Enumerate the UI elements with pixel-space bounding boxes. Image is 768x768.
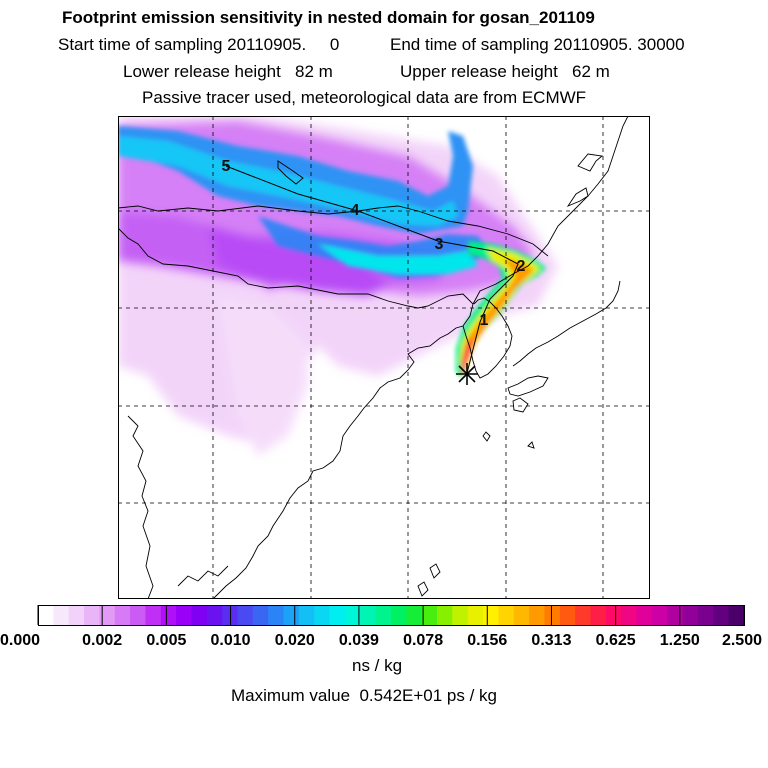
- colorbar-cell: [344, 605, 361, 625]
- chart-title: Footprint emission sensitivity in nested…: [62, 8, 595, 27]
- colorbar-cell: [145, 605, 162, 625]
- trajectory-label-2: 2: [517, 258, 526, 275]
- trajectory-label-4: 4: [351, 202, 360, 219]
- colorbar-tick-label: 0.000: [0, 632, 40, 649]
- colorbar-tick-label: 0.078: [403, 632, 443, 649]
- colorbar-cell: [590, 605, 607, 625]
- colorbar-cell: [53, 605, 70, 625]
- colorbar-cell: [682, 605, 699, 625]
- lower-release-height: Lower release height 82 m: [123, 62, 333, 81]
- colorbar-tick-label: 1.250: [660, 632, 700, 649]
- colorbar-cell: [667, 605, 684, 625]
- colorbar-cell: [713, 605, 730, 625]
- upper-release-height: Upper release height 62 m: [400, 62, 610, 81]
- sampling-start-time: Start time of sampling 20110905. 0: [58, 35, 340, 54]
- colorbar-cell: [237, 605, 254, 625]
- colorbar-tick-label: 0.625: [596, 632, 636, 649]
- colorbar-cell: [99, 605, 116, 625]
- colorbar-cell: [252, 605, 269, 625]
- tracer-description: Passive tracer used, meteorological data…: [142, 88, 587, 107]
- colorbar-cell: [391, 605, 407, 625]
- colorbar-cell: [114, 605, 131, 625]
- coastlines: [118, 116, 629, 599]
- colorbar-cell: [160, 605, 177, 625]
- release-site-star-icon: [456, 363, 478, 385]
- colorbar-cell: [406, 605, 423, 625]
- colorbar-cell: [68, 605, 85, 625]
- colorbar: 0.000 0.002 0.005 0.010 0.020 0.039 0.078 0.156…: [0, 605, 762, 649]
- colorbar-cell: [360, 605, 377, 625]
- colorbar-cell: [375, 605, 392, 625]
- colorbar-cell: [636, 605, 653, 625]
- colorbar-cell: [651, 605, 668, 625]
- colorbar-cell: [314, 605, 331, 625]
- colorbar-cell: [728, 605, 745, 625]
- colorbar-cell: [498, 605, 515, 625]
- colorbar-cell: [298, 605, 315, 625]
- sampling-end-time: End time of sampling 20110905. 30000: [390, 35, 685, 54]
- colorbar-cell: [329, 605, 346, 625]
- colorbar-cell: [176, 605, 193, 625]
- colorbar-unit: ns / kg: [352, 656, 403, 675]
- mean-trajectory-line: [225, 165, 519, 374]
- colorbar-tick-label: 0.020: [275, 632, 315, 649]
- colorbar-cell: [697, 605, 714, 625]
- colorbar-cell: [621, 605, 638, 625]
- colorbar-tick-label: 2.500: [722, 632, 762, 649]
- colorbar-tick-label: 0.002: [82, 632, 122, 649]
- colorbar-cell: [130, 605, 147, 625]
- colorbar-tick-label: 0.156: [467, 632, 507, 649]
- plume-trajectory: [456, 241, 546, 378]
- colorbar-tick-label: 0.010: [211, 632, 251, 649]
- colorbar-cell: [437, 605, 453, 625]
- colorbar-cell: [421, 605, 438, 625]
- colorbar-tick-label: 0.313: [531, 632, 571, 649]
- colorbar-cell: [38, 605, 54, 625]
- maximum-value-note: Maximum value 0.542E+01 ps / kg: [231, 686, 497, 705]
- footprint-map: 1 2 3 4 5: [118, 116, 650, 599]
- trajectory-label-1: 1: [480, 312, 489, 329]
- colorbar-cell: [84, 605, 100, 625]
- trajectory-label-5: 5: [222, 158, 231, 175]
- colorbar-cell: [483, 605, 500, 625]
- colorbar-cell: [191, 605, 208, 625]
- colorbar-cell: [467, 605, 484, 625]
- colorbar-tick-label: 0.005: [146, 632, 186, 649]
- colorbar-cell: [206, 605, 223, 625]
- colorbar-cell: [605, 605, 622, 625]
- trajectory-label-3: 3: [435, 236, 444, 253]
- colorbar-cell: [559, 605, 576, 625]
- colorbar-cell: [268, 605, 285, 625]
- trajectory-labels: 1 2 3 4 5: [222, 158, 526, 329]
- colorbar-cell: [513, 605, 530, 625]
- colorbar-cell: [544, 605, 561, 625]
- colorbar-cell: [575, 605, 592, 625]
- colorbar-cell: [529, 605, 546, 625]
- colorbar-cell: [283, 605, 300, 625]
- colorbar-tick-label: 0.039: [339, 632, 379, 649]
- colorbar-cell: [452, 605, 469, 625]
- graticule: [118, 116, 650, 599]
